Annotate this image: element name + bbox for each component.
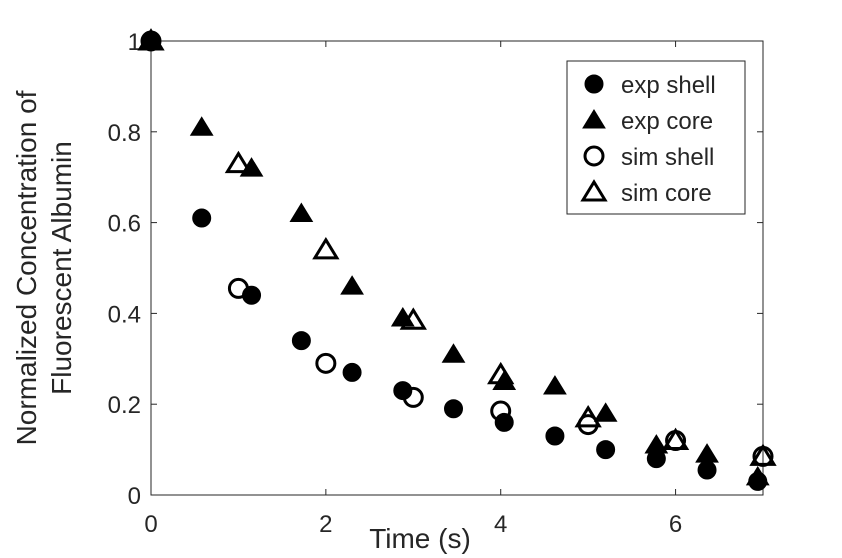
y-tick-label: 0.4 [108, 301, 141, 328]
exp-core-point [644, 434, 669, 454]
x-tick-label: 0 [144, 511, 157, 538]
legend-item-sim-shell: sim shell [583, 144, 714, 171]
series-sim-core [137, 28, 777, 466]
exp-shell-point [192, 208, 212, 228]
y-tick-label: 0.6 [108, 211, 141, 238]
x-tick-label: 2 [319, 511, 332, 538]
sim-shell-point [402, 386, 424, 408]
y-tick-label: 0.8 [108, 120, 141, 147]
exp-shell-point [545, 426, 565, 446]
legend-item-exp-core: exp core [582, 108, 713, 135]
x-axis-label: Time (s) [369, 523, 471, 554]
exp-shell-point [444, 399, 464, 419]
legend-marker-exp-core [582, 109, 606, 129]
series-exp-core [139, 30, 770, 486]
exp-core-point [441, 343, 466, 363]
y-tick-label: 1 [128, 29, 141, 56]
y-tick-label: 0 [128, 483, 141, 510]
exp-core-point [289, 202, 314, 223]
y-axis-label-line1: Normalized Concentration of [11, 90, 42, 445]
sim-core-point [399, 307, 427, 330]
sim-core-point [574, 404, 602, 428]
x-tick-label: 4 [494, 511, 507, 538]
y-tick-label: 0.2 [108, 392, 141, 419]
legend-label-sim-shell: sim shell [621, 144, 714, 171]
legend-item-exp-shell: exp shell [584, 72, 716, 99]
exp-core-point [543, 375, 567, 395]
ticks-layer: 0 2 4 6 0 0.2 0.4 0.6 0.8 1 [108, 29, 763, 538]
legend-marker-sim-shell [583, 145, 605, 167]
legend-marker-sim-core [580, 179, 608, 202]
sim-shell-point [227, 277, 249, 299]
marks-layer [137, 28, 777, 491]
exp-core-point [340, 275, 364, 295]
legend-label-exp-core: exp core [621, 108, 713, 135]
legend-label-exp-shell: exp shell [621, 72, 716, 99]
exp-shell-point [494, 412, 514, 432]
exp-core-point [745, 465, 770, 486]
y-axis-label-line2: Fluorescent Albumin [46, 141, 77, 395]
exp-shell-point [393, 381, 413, 401]
exp-shell-point [697, 460, 717, 480]
exp-core-point [189, 116, 214, 136]
sim-core-point [661, 427, 690, 451]
exp-shell-point [291, 331, 311, 351]
x-tick-label: 6 [669, 511, 682, 538]
y-axis-label: Normalized Concentration of Fluorescent … [11, 90, 77, 445]
legend: exp shell exp core sim shell sim core [566, 60, 746, 215]
sim-shell-point [490, 400, 512, 422]
sim-core-point [487, 361, 515, 385]
exp-shell-point [596, 440, 616, 460]
legend-marker-exp-shell [584, 74, 604, 94]
sim-core-point [749, 443, 777, 466]
sim-core-point [312, 236, 340, 260]
exp-shell-point [342, 362, 362, 382]
legend-items: exp shell exp core sim shell sim core [580, 72, 716, 207]
legend-item-sim-core: sim core [580, 179, 712, 207]
sim-core-point [224, 150, 253, 174]
exp-core-point [695, 443, 719, 463]
legend-label-sim-core: sim core [621, 180, 712, 207]
sim-shell-point [315, 352, 337, 374]
sim-core-point [137, 28, 165, 51]
exp-core-point [593, 402, 618, 422]
